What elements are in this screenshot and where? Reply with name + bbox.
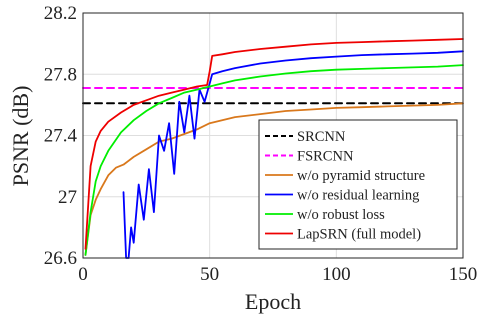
x-tick-label: 50: [200, 264, 219, 285]
y-tick-label: 26.6: [44, 248, 77, 269]
y-tick-label: 27.4: [44, 126, 78, 147]
x-tick-label: 100: [322, 264, 351, 285]
series-lines: [82, 38, 464, 259]
series-line-w-o-residual-learning: [122, 50, 464, 259]
y-tick-label: 27: [58, 187, 77, 208]
legend-label-srcnn: SRCNN: [297, 129, 346, 145]
series-line-lapsrn-full-model: [84, 38, 464, 250]
legend-label-fsrcnn: FSRCNN: [297, 149, 354, 165]
legend-label-lapsrn-full-model: LapSRN (full model): [297, 227, 421, 243]
series-line-w-o-robust-loss: [84, 64, 464, 256]
series-line-w-o-pyramid-structure: [84, 102, 464, 256]
plot-frame: [82, 12, 464, 259]
legend: SRCNN FSRCNN w/o pyramid structure w/o resi…: [258, 119, 458, 250]
x-tick-label: 150: [449, 264, 478, 285]
x-tick-label: 0: [78, 264, 88, 285]
y-tick-label: 27.8: [44, 64, 77, 85]
y-tick-labels: 26.6 27 27.4 27.8 28.2: [44, 3, 78, 269]
legend-label-w-o-residual-learning: w/o residual learning: [297, 188, 419, 204]
legend-label-w-o-pyramid-structure: w/o pyramid structure: [297, 168, 425, 184]
x-axis-label: Epoch: [245, 289, 301, 314]
y-tick-label: 28.2: [44, 3, 77, 24]
legend-label-w-o-robust-loss: w/o robust loss: [297, 207, 385, 223]
legend-box: [258, 119, 458, 250]
y-axis-label: PSNR (dB): [8, 86, 33, 187]
x-tick-labels: 0 50 100 150: [78, 264, 477, 285]
